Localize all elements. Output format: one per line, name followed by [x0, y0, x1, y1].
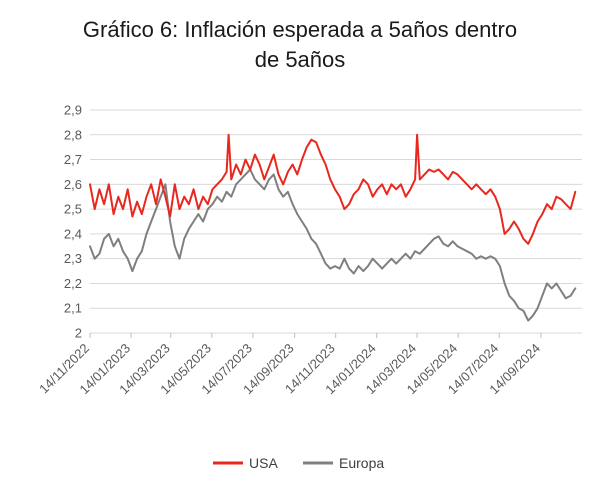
legend: USA Europa: [213, 455, 384, 471]
y-tick-label: 2,2: [64, 276, 82, 291]
y-tick-label: 2,9: [64, 103, 82, 118]
y-axis-ticks: 2 2,1 2,2 2,3 2,4 2,5 2,6 2,7 2,8 2,9: [64, 103, 82, 341]
y-tick-label: 2,8: [64, 127, 82, 142]
series-lines: [89, 133, 577, 322]
y-tick-label: 2,6: [64, 177, 82, 192]
y-tick-label: 2,7: [64, 152, 82, 167]
legend-label-usa: USA: [249, 455, 278, 471]
x-axis-ticks: 14/11/202214/01/202314/03/202314/05/2023…: [36, 341, 543, 398]
y-tick-label: 2,5: [64, 202, 82, 217]
y-tick-label: 2,1: [64, 301, 82, 316]
series-line-europa: [89, 168, 577, 322]
gridlines: [89, 109, 582, 338]
series-line-usa: [89, 133, 577, 245]
chart-title-line-2: de 5años: [255, 47, 346, 72]
y-tick-label: 2,4: [64, 226, 82, 241]
chart-title-line-1: Gráfico 6: Inflación esperada a 5años de…: [83, 17, 517, 42]
y-tick-label: 2,3: [64, 251, 82, 266]
y-tick-label: 2: [75, 326, 82, 341]
legend-label-europa: Europa: [339, 455, 384, 471]
